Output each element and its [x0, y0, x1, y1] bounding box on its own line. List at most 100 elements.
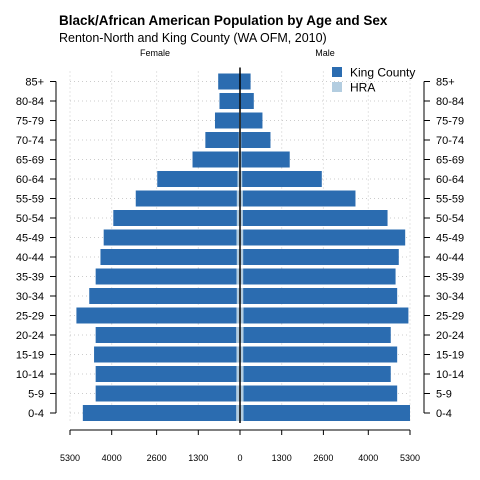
bar-male-35-39: [240, 268, 396, 285]
bar-female-65-69: [192, 151, 240, 168]
hra-bar-female-30-34: [236, 288, 240, 304]
bar-female-35-39: [95, 268, 241, 285]
bar-male-65-69: [240, 151, 290, 168]
bar-female-80-84: [219, 93, 240, 109]
bar-female-25-29: [76, 307, 240, 324]
bar-male-85+: [240, 73, 251, 90]
bar-male-50-54: [240, 210, 388, 226]
bar-male-60-64: [240, 171, 322, 187]
hra-bar-male-25-29: [240, 307, 244, 324]
hra-bar-male-30-34: [240, 288, 244, 304]
y-label-left-40-44: 40-44: [16, 252, 44, 264]
x-tick-label-3: 1300: [188, 453, 208, 463]
bar-female-60-64: [157, 171, 240, 187]
bar-male-75-79: [240, 112, 263, 129]
hra-bar-female-20-24: [236, 327, 240, 343]
hra-bar-male-50-54: [240, 210, 243, 226]
y-label-left-75-79: 75-79: [16, 116, 44, 128]
chart-title: Black/African American Population by Age…: [59, 13, 388, 28]
hra-bar-female-0-4: [236, 405, 240, 421]
y-label-right-85+: 85+: [436, 77, 455, 89]
y-label-right-10-14: 10-14: [436, 369, 464, 381]
legend: King County HRA: [332, 66, 415, 95]
hra-bar-male-55-59: [240, 190, 243, 207]
hra-bar-female-35-39: [236, 268, 240, 285]
bar-female-75-79: [214, 112, 240, 129]
x-tick-label-7: 4000: [358, 453, 378, 463]
hra-bar-female-10-14: [236, 366, 240, 382]
hra-bar-female-60-64: [237, 171, 240, 187]
y-label-left-30-34: 30-34: [16, 291, 44, 303]
legend-label-king-county: King County: [350, 66, 415, 80]
bar-female-45-49: [103, 229, 240, 246]
y-label-right-30-34: 30-34: [436, 291, 464, 303]
hra-bars: [236, 73, 244, 421]
bar-female-10-14: [95, 366, 241, 382]
hra-bar-female-50-54: [236, 210, 240, 226]
y-label-right-35-39: 35-39: [436, 272, 464, 284]
y-label-right-45-49: 45-49: [436, 233, 464, 245]
hra-bar-male-15-19: [240, 346, 244, 363]
bar-female-30-34: [89, 288, 240, 304]
bar-male-10-14: [240, 366, 391, 382]
bar-male-45-49: [240, 229, 406, 246]
y-label-left-80-84: 80-84: [16, 96, 44, 108]
y-label-right-5-9: 5-9: [436, 389, 452, 401]
bar-male-55-59: [240, 190, 356, 207]
hra-bar-female-25-29: [236, 307, 240, 324]
legend-swatch-king-county: [332, 67, 342, 77]
bar-male-20-24: [240, 327, 391, 343]
y-label-left-0-4: 0-4: [28, 408, 44, 420]
y-label-right-40-44: 40-44: [436, 252, 464, 264]
y-label-left-55-59: 55-59: [16, 194, 44, 206]
hra-bar-male-45-49: [240, 229, 244, 246]
bar-female-5-9: [95, 385, 241, 402]
y-label-right-0-4: 0-4: [436, 408, 452, 420]
x-tick-label-5: 1300: [272, 453, 292, 463]
female-label: Female: [140, 48, 170, 58]
bar-male-40-44: [240, 249, 399, 265]
bar-male-30-34: [240, 288, 398, 304]
bar-female-85+: [218, 73, 240, 90]
y-label-left-25-29: 25-29: [16, 311, 44, 323]
bar-male-80-84: [240, 93, 254, 109]
y-label-left-45-49: 45-49: [16, 233, 44, 245]
y-label-left-70-74: 70-74: [16, 135, 44, 147]
hra-bar-male-35-39: [240, 268, 244, 285]
y-label-left-20-24: 20-24: [16, 330, 44, 342]
y-label-left-35-39: 35-39: [16, 272, 44, 284]
y-label-right-15-19: 15-19: [436, 350, 464, 362]
hra-bar-male-40-44: [240, 249, 244, 265]
hra-bar-female-40-44: [236, 249, 240, 265]
chart-subtitle: Renton-North and King County (WA OFM, 20…: [59, 31, 327, 45]
bars: [76, 73, 410, 421]
x-tick-label-8: 5300: [400, 453, 420, 463]
y-label-left-50-54: 50-54: [16, 213, 44, 225]
x-tick-label-6: 2600: [313, 453, 333, 463]
bar-male-5-9: [240, 385, 398, 402]
y-label-right-20-24: 20-24: [436, 330, 464, 342]
axes: 5300 4000 2600 1300 0 1300 2600 4000 5300 0-4 0-4 5…: [16, 67, 464, 463]
hra-bar-female-5-9: [236, 385, 240, 402]
bar-male-25-29: [240, 307, 409, 324]
x-tick-label-1: 4000: [102, 453, 122, 463]
hra-bar-male-20-24: [240, 327, 244, 343]
y-label-right-50-54: 50-54: [436, 213, 464, 225]
bar-female-20-24: [95, 327, 241, 343]
y-label-right-80-84: 80-84: [436, 96, 464, 108]
y-label-left-60-64: 60-64: [16, 174, 44, 186]
male-label: Male: [315, 48, 335, 58]
bar-female-55-59: [135, 190, 240, 207]
y-label-left-5-9: 5-9: [28, 389, 44, 401]
hra-bar-female-45-49: [236, 229, 240, 246]
hra-bar-female-15-19: [236, 346, 240, 363]
hra-bar-male-65-69: [240, 151, 242, 168]
hra-bar-male-0-4: [240, 405, 244, 421]
bar-male-15-19: [240, 346, 398, 363]
bar-female-40-44: [100, 249, 240, 265]
bar-male-70-74: [240, 132, 271, 148]
bar-female-15-19: [94, 346, 240, 363]
y-label-right-75-79: 75-79: [436, 116, 464, 128]
y-label-right-70-74: 70-74: [436, 135, 464, 147]
